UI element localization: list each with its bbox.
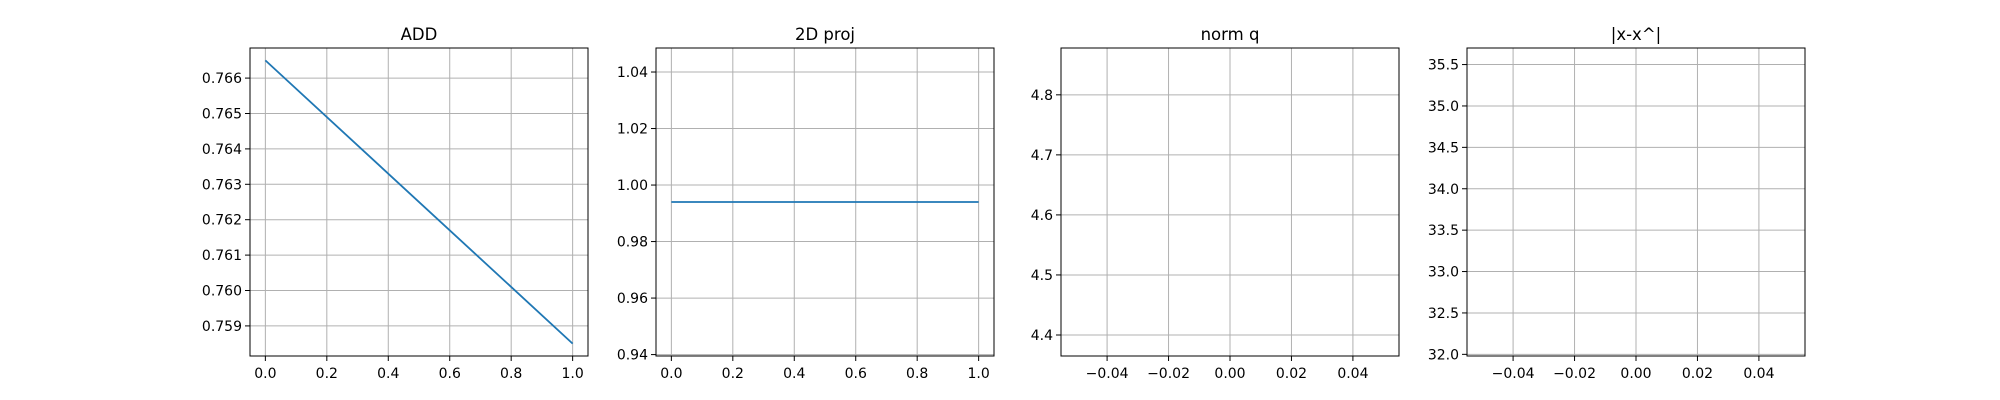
x-tick-label-0: 0.0	[660, 366, 682, 382]
x-tick-label-1: −0.02	[1147, 366, 1190, 382]
x-tick-label-3: 0.02	[1276, 366, 1307, 382]
y-tick-label-1: 0.96	[617, 291, 648, 307]
subplot-title: |x-x^|	[1611, 25, 1661, 44]
x-tick-label-2: 0.4	[783, 366, 805, 382]
subplot-2: 0.0 0.2 0.4 0.6 0.8 1.0 0.94 0.96 0.98 1.00 1.02 1.…	[617, 25, 995, 382]
y-tick-label-4: 4.8	[1031, 88, 1053, 104]
x-tick-label-1: −0.02	[1553, 366, 1596, 382]
x-tick-label-2: 0.00	[1620, 366, 1651, 382]
subplot-4: −0.04 −0.02 0.00 0.02 0.04 32.0 32.5 33.0 33.5 34…	[1428, 25, 1806, 382]
x-tick-label-0: 0.0	[254, 366, 276, 382]
x-tick-label-3: 0.02	[1682, 366, 1713, 382]
axes-frame	[249, 47, 589, 357]
subplot-title: norm q	[1201, 25, 1260, 44]
y-tick-label-6: 0.765	[202, 106, 242, 122]
y-tick-label-5: 0.764	[202, 142, 242, 158]
y-tick-label-0: 0.94	[617, 348, 648, 364]
subplot-title: ADD	[401, 25, 438, 44]
y-tick-label-4: 34.0	[1428, 182, 1459, 198]
subplot-1: 0.0 0.2 0.4 0.6 0.8 1.0 0.759 0.760 0.761 0.762 0.…	[202, 25, 589, 382]
x-tick-label-4: 0.8	[906, 366, 928, 382]
y-tick-label-2: 33.0	[1428, 265, 1459, 281]
y-tick-label-5: 1.04	[617, 65, 648, 81]
y-tick-label-4: 0.763	[202, 177, 242, 193]
y-tick-label-0: 4.4	[1031, 328, 1053, 344]
x-tick-label-2: 0.00	[1214, 366, 1245, 382]
y-tick-label-6: 35.0	[1428, 99, 1459, 115]
y-tick-label-4: 1.02	[617, 122, 648, 138]
series-line-0	[264, 59, 574, 345]
x-tick-label-0: −0.04	[1492, 366, 1535, 382]
y-tick-label-2: 0.98	[617, 235, 648, 251]
y-tick-label-2: 4.6	[1031, 208, 1053, 224]
x-tick-label-3: 0.6	[845, 366, 867, 382]
y-tick-label-1: 0.760	[202, 284, 242, 300]
x-tick-label-5: 1.0	[562, 366, 584, 382]
x-tick-label-1: 0.2	[316, 366, 338, 382]
y-tick-label-3: 4.7	[1031, 148, 1053, 164]
x-tick-label-4: 0.8	[500, 366, 522, 382]
y-tick-label-7: 0.766	[202, 71, 242, 87]
x-tick-label-0: −0.04	[1086, 366, 1129, 382]
x-tick-label-4: 0.04	[1337, 366, 1368, 382]
x-tick-label-3: 0.6	[439, 366, 461, 382]
y-tick-label-3: 1.00	[617, 178, 648, 194]
subplot-3: −0.04 −0.02 0.00 0.02 0.04 4.4 4.5 4.6 4.7 4.8 nor…	[1031, 25, 1400, 382]
subplot-title: 2D proj	[795, 25, 855, 44]
y-tick-label-5: 34.5	[1428, 140, 1459, 156]
y-tick-label-0: 32.0	[1428, 347, 1459, 363]
y-tick-label-3: 0.762	[202, 213, 242, 229]
axes-frame	[655, 47, 995, 357]
x-tick-label-4: 0.04	[1743, 366, 1774, 382]
y-tick-label-3: 33.5	[1428, 223, 1459, 239]
x-tick-label-2: 0.4	[377, 366, 399, 382]
x-tick-label-5: 1.0	[968, 366, 990, 382]
y-tick-label-2: 0.761	[202, 248, 242, 264]
y-tick-label-1: 4.5	[1031, 268, 1053, 284]
y-tick-label-0: 0.759	[202, 319, 242, 335]
x-tick-label-1: 0.2	[722, 366, 744, 382]
y-tick-label-7: 35.5	[1428, 58, 1459, 74]
y-tick-label-1: 32.5	[1428, 306, 1459, 322]
